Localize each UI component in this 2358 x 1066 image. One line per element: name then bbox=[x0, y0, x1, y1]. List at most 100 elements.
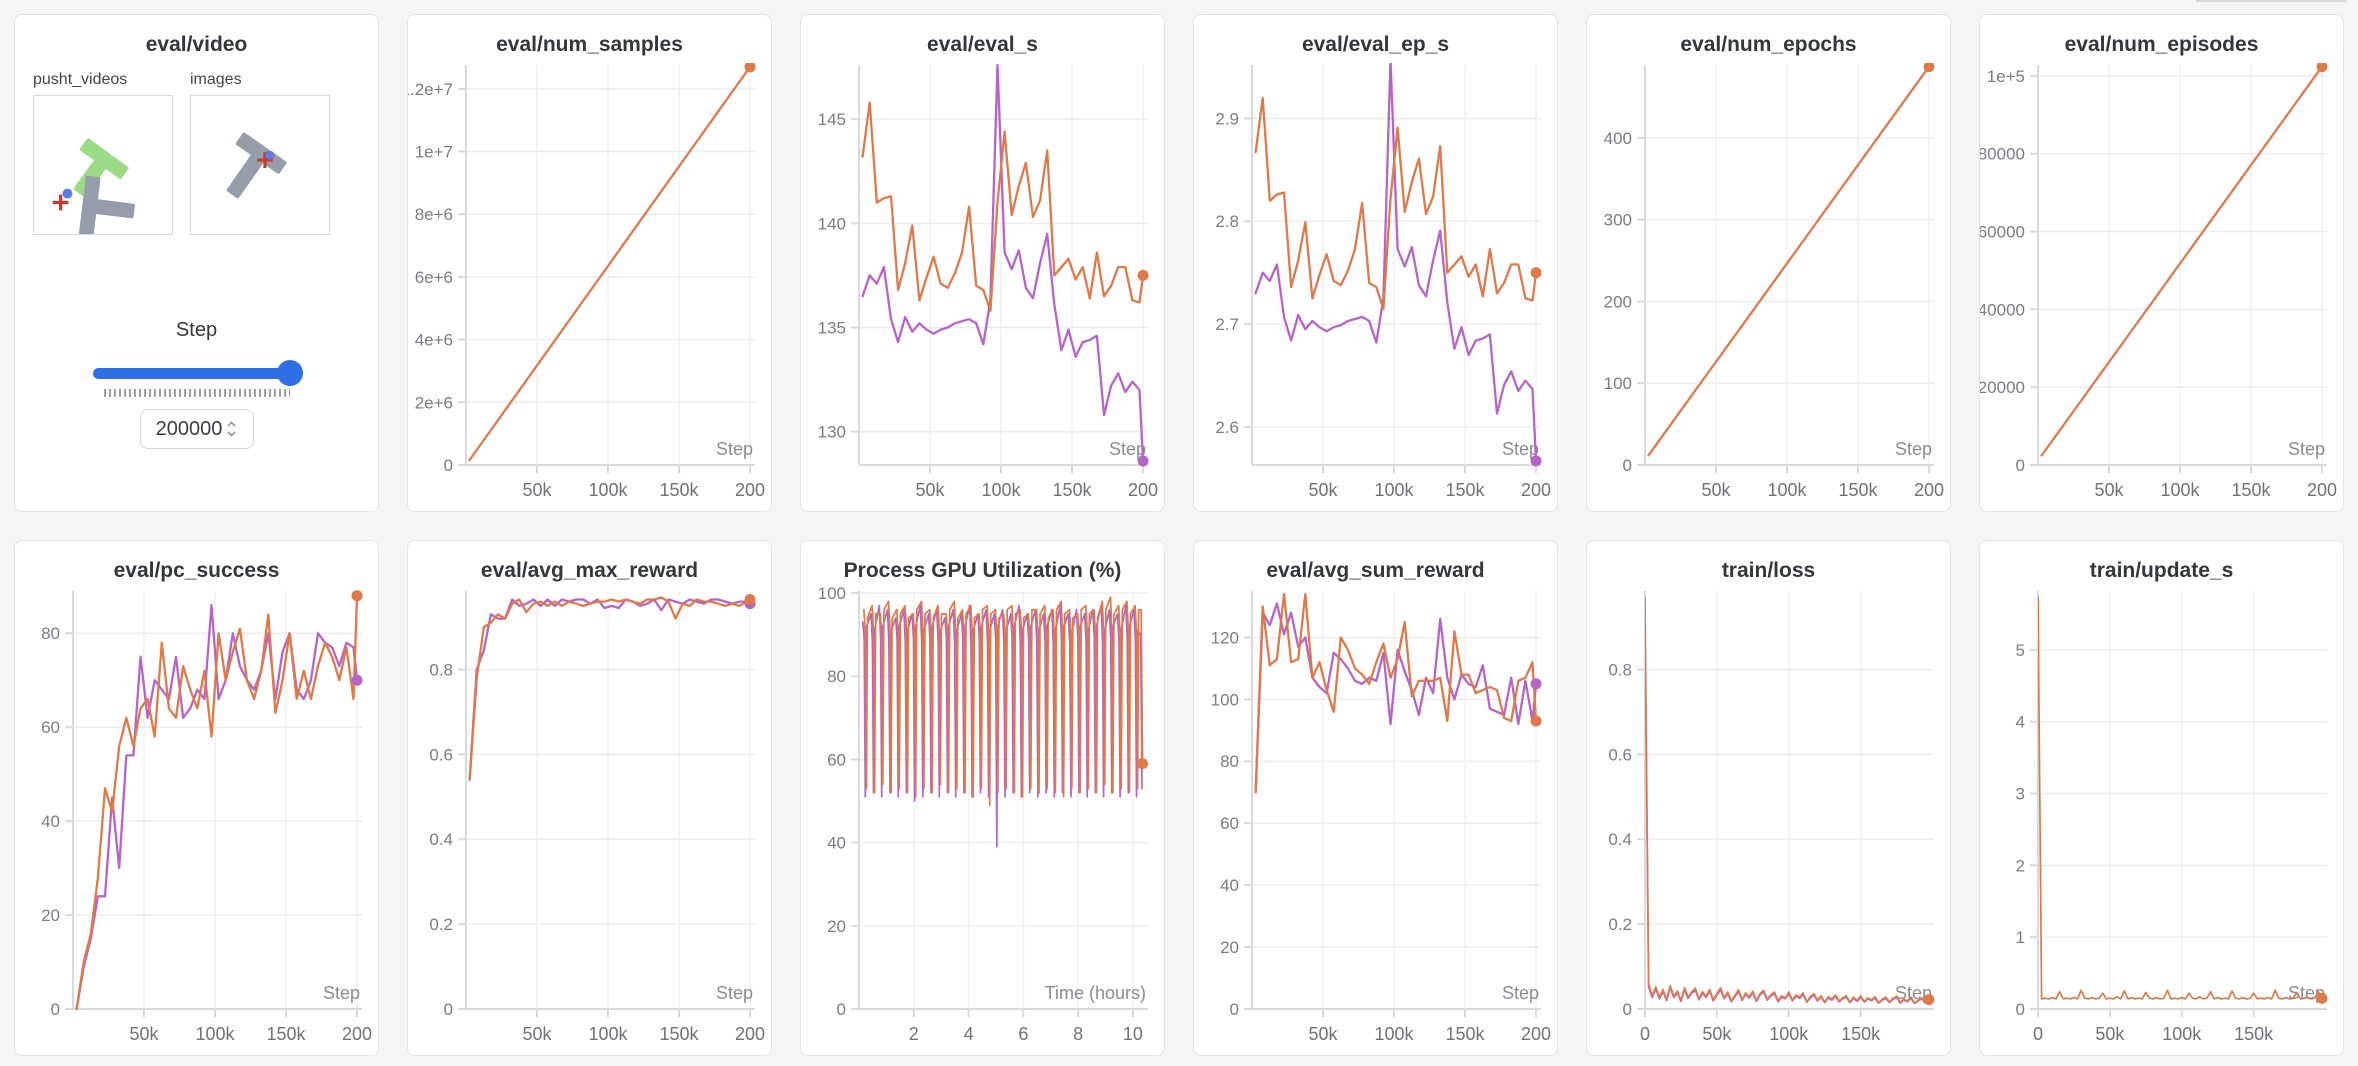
svg-text:8e+6: 8e+6 bbox=[415, 205, 453, 224]
svg-text:10: 10 bbox=[1123, 1024, 1143, 1044]
svg-text:20: 20 bbox=[41, 906, 60, 925]
gray-t-shape bbox=[226, 132, 287, 199]
svg-text:0.4: 0.4 bbox=[1608, 830, 1632, 849]
svg-text:1e+7: 1e+7 bbox=[415, 142, 453, 161]
chevron-up-down-icon[interactable] bbox=[226, 419, 237, 439]
chart-canvas[interactable]: 0 20 40 60 80 50k 100k 150k 200 Step bbox=[15, 583, 378, 1055]
svg-text:150k: 150k bbox=[1445, 1024, 1485, 1044]
images-thumbnail[interactable] bbox=[190, 95, 330, 235]
svg-text:20: 20 bbox=[827, 917, 846, 936]
svg-text:150k: 150k bbox=[659, 480, 699, 500]
svg-text:4: 4 bbox=[964, 1024, 974, 1044]
series-line-orange bbox=[861, 101, 1145, 312]
chart-title: eval/num_episodes bbox=[2064, 33, 2259, 56]
svg-text:145: 145 bbox=[818, 110, 846, 129]
step-slider-ticks bbox=[103, 389, 290, 397]
svg-text:60000: 60000 bbox=[1980, 222, 2025, 241]
svg-text:Time (hours): Time (hours) bbox=[1045, 983, 1146, 1003]
step-number-input[interactable]: 200000 bbox=[139, 409, 254, 449]
svg-text:200: 200 bbox=[1521, 480, 1551, 500]
series-endpoint-orange bbox=[1923, 994, 1935, 1006]
series-line-purple bbox=[861, 604, 1143, 848]
svg-text:40: 40 bbox=[41, 812, 60, 831]
chart-canvas[interactable]: 0 2e+6 4e+6 6e+6 8e+6 1e+7 1.2e+7 50k 100k 150k 20… bbox=[408, 57, 771, 511]
svg-text:2.8: 2.8 bbox=[1215, 212, 1239, 231]
svg-text:150k: 150k bbox=[1052, 480, 1092, 500]
svg-text:80: 80 bbox=[41, 624, 60, 643]
series-line-orange bbox=[1254, 592, 1538, 794]
series-endpoint-orange bbox=[1923, 63, 1935, 73]
svg-text:Step: Step bbox=[716, 439, 753, 459]
svg-text:40: 40 bbox=[827, 834, 846, 853]
svg-text:100k: 100k bbox=[588, 480, 628, 500]
svg-text:120: 120 bbox=[1211, 628, 1239, 647]
chart-canvas[interactable]: 0 20000 40000 60000 80000 1e+5 50k 100k 150k 200 S… bbox=[1980, 57, 2343, 511]
svg-text:0.6: 0.6 bbox=[1608, 745, 1632, 764]
chart-canvas[interactable]: 0 20 40 60 80 100 120 50k 100k 150k 200 Step bbox=[1194, 583, 1557, 1055]
svg-text:50k: 50k bbox=[1702, 1024, 1732, 1044]
chart-title: eval/avg_max_reward bbox=[480, 559, 699, 582]
series-endpoint-orange bbox=[1530, 715, 1542, 727]
svg-text:20000: 20000 bbox=[1980, 378, 2025, 397]
chart-canvas[interactable]: 130 135 140 145 50k 100k 150k 200 Step bbox=[801, 57, 1164, 511]
media-pusht-videos: pusht_videos bbox=[33, 71, 173, 235]
svg-text:80000: 80000 bbox=[1980, 145, 2025, 164]
svg-text:135: 135 bbox=[818, 318, 846, 337]
step-slider-handle[interactable] bbox=[276, 360, 303, 386]
svg-text:100k: 100k bbox=[1374, 1024, 1414, 1044]
step-slider[interactable] bbox=[92, 360, 303, 386]
svg-text:0: 0 bbox=[2033, 1024, 2043, 1044]
series-endpoint-orange bbox=[2316, 992, 2328, 1004]
svg-text:60: 60 bbox=[41, 718, 60, 737]
series-endpoint-orange bbox=[1137, 758, 1149, 770]
svg-text:100k: 100k bbox=[981, 480, 1021, 500]
svg-text:100k: 100k bbox=[195, 1024, 235, 1044]
svg-text:Step: Step bbox=[323, 983, 360, 1003]
gray-t-shape bbox=[79, 175, 135, 234]
step-value[interactable]: 200000 bbox=[155, 417, 223, 440]
step-control: Step 200000 bbox=[33, 319, 360, 449]
svg-text:200: 200 bbox=[2307, 480, 2337, 500]
svg-text:0: 0 bbox=[444, 456, 453, 475]
chart-title: eval/num_epochs bbox=[1680, 33, 1857, 56]
svg-text:1.2e+7: 1.2e+7 bbox=[408, 80, 453, 99]
svg-text:8: 8 bbox=[1073, 1024, 1083, 1044]
svg-text:Step: Step bbox=[1502, 983, 1539, 1003]
svg-text:2: 2 bbox=[909, 1024, 919, 1044]
svg-text:Step: Step bbox=[1895, 439, 1932, 459]
svg-text:150k: 150k bbox=[1841, 1024, 1881, 1044]
series-endpoint-purple bbox=[1530, 455, 1542, 467]
top-edge-divider bbox=[2196, 0, 2346, 2]
stepper-arrows[interactable] bbox=[226, 419, 237, 439]
svg-text:50k: 50k bbox=[915, 480, 945, 500]
chart-canvas[interactable]: 2.6 2.7 2.8 2.9 50k 100k 150k 200 Step bbox=[1194, 57, 1557, 511]
svg-text:50k: 50k bbox=[1308, 1024, 1338, 1044]
series-line-orange bbox=[2040, 65, 2324, 457]
video-panel-title: eval/video bbox=[145, 33, 248, 56]
svg-text:150k: 150k bbox=[1445, 480, 1485, 500]
series-line-purple bbox=[1645, 626, 1930, 1005]
chart-canvas[interactable]: 0 0.2 0.4 0.6 0.8 50k 100k 150k 200 Step bbox=[408, 583, 771, 1055]
agent-dot bbox=[62, 188, 73, 199]
chart-title: eval/eval_ep_s bbox=[1301, 33, 1450, 56]
svg-text:50k: 50k bbox=[1701, 480, 1731, 500]
chart-canvas[interactable]: 0 20 40 60 80 100 2 4 6 8 10 Time (hours) bbox=[801, 583, 1164, 1055]
series-line-orange bbox=[863, 596, 1144, 807]
goal-cross-icon bbox=[257, 152, 273, 168]
svg-text:2: 2 bbox=[2016, 856, 2025, 875]
svg-text:0: 0 bbox=[1623, 1000, 1632, 1019]
svg-text:5: 5 bbox=[2016, 641, 2025, 660]
pusht-video-thumbnail[interactable] bbox=[33, 95, 173, 235]
step-slider-track[interactable] bbox=[92, 368, 301, 379]
svg-text:Step: Step bbox=[1109, 439, 1146, 459]
svg-text:20: 20 bbox=[1220, 938, 1239, 957]
chart-canvas[interactable]: 0 100 200 300 400 50k 100k 150k 200 Step bbox=[1587, 57, 1950, 511]
svg-text:200: 200 bbox=[342, 1024, 372, 1044]
panel-eval-eval-ep-s: eval/eval_ep_s 2.6 2.7 2.8 2.9 50k 100k 150k 200… bbox=[1193, 14, 1558, 512]
goal-cross-icon bbox=[52, 194, 69, 211]
svg-text:150k: 150k bbox=[659, 1024, 699, 1044]
series-line-purple bbox=[75, 603, 359, 1011]
media-label: pusht_videos bbox=[33, 71, 128, 88]
